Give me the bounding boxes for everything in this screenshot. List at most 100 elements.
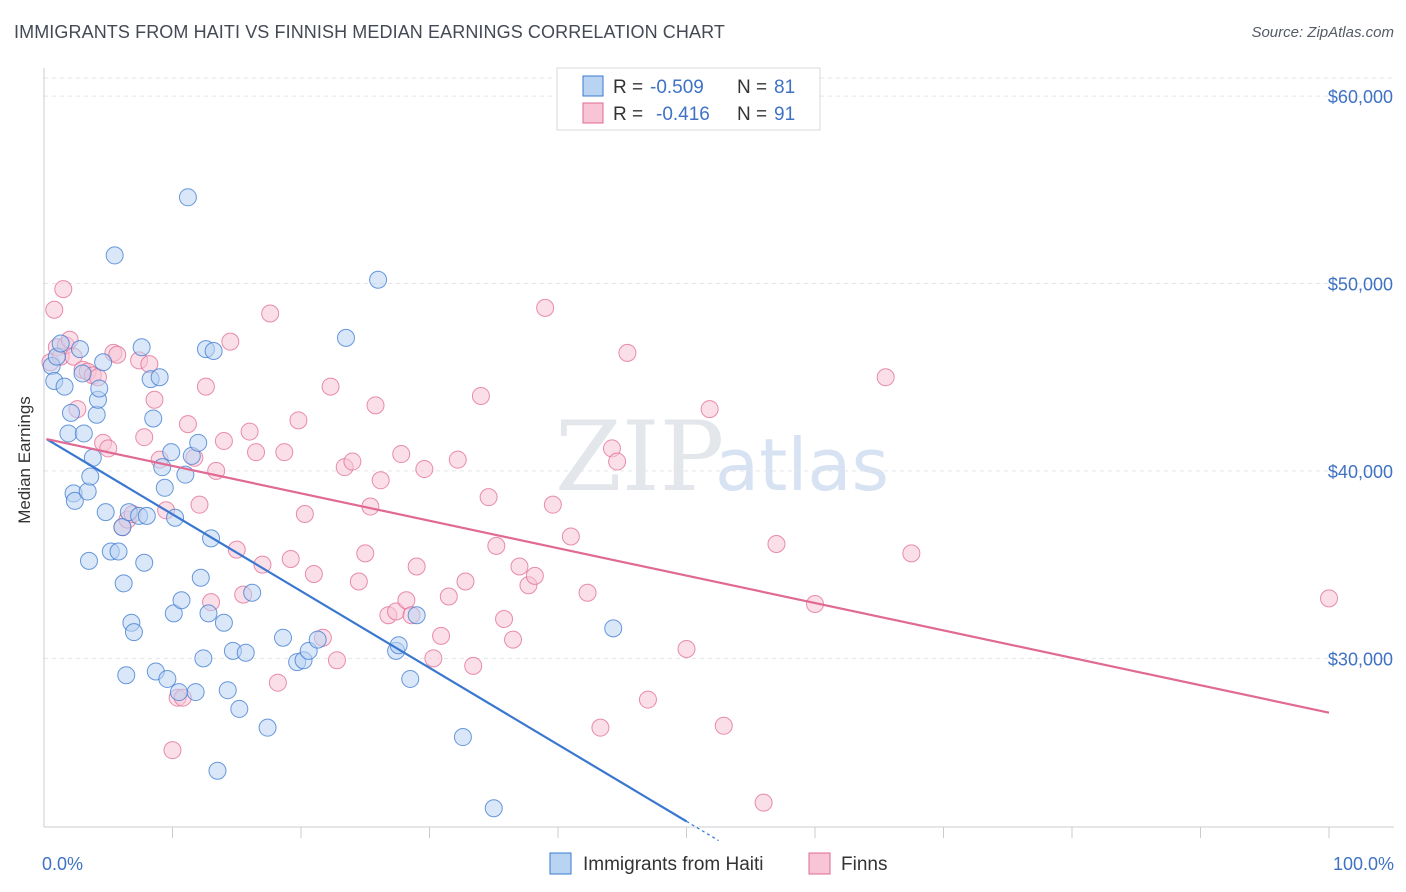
finns-point-96 xyxy=(902,544,921,563)
finns-point-73 xyxy=(479,488,498,507)
haiti-point-65 xyxy=(274,628,293,647)
chart-title: IMMIGRANTS FROM HAITI VS FINNISH MEDIAN … xyxy=(14,22,725,42)
haiti-point-5 xyxy=(59,424,78,443)
finns-point-47 xyxy=(295,505,314,524)
haiti-point-6 xyxy=(61,403,80,422)
watermark-atlas: atlas xyxy=(715,423,889,507)
finns-point-79 xyxy=(525,566,544,585)
haiti-point-74 xyxy=(401,669,420,688)
stats-legend: R = -0.509 N = 81 R = -0.416 N = 91 xyxy=(556,67,821,131)
finns-point-58 xyxy=(371,471,390,490)
x-tick-label-1: 100.0% xyxy=(1333,854,1394,874)
haiti-point-24 xyxy=(113,518,132,537)
haiti-point-59 xyxy=(218,681,237,700)
finns-point-74 xyxy=(487,536,506,555)
finns-point-40 xyxy=(247,443,266,462)
finns-point-84 xyxy=(591,718,610,737)
finns-point-71 xyxy=(464,656,483,675)
haiti-point-10 xyxy=(73,364,92,383)
finns-point-26 xyxy=(163,741,182,760)
finns-point-46 xyxy=(289,411,308,430)
haiti-point-22 xyxy=(105,246,124,265)
finns-point-92 xyxy=(754,793,773,812)
haiti-point-54 xyxy=(199,604,218,623)
legend-r-value-1: -0.509 xyxy=(650,77,704,98)
finns-trend-line xyxy=(46,437,1330,714)
finns-point-77 xyxy=(510,557,529,576)
finns-point-41 xyxy=(253,555,272,574)
finns-point-44 xyxy=(275,443,294,462)
finns-point-36 xyxy=(221,332,240,351)
haiti-point-8 xyxy=(65,491,84,510)
y-tick-labels: $30,000 $40,000 $50,000 $60,000 xyxy=(1328,87,1393,669)
finns-point-97 xyxy=(1320,589,1338,608)
finns-point-72 xyxy=(471,386,490,405)
finns-point-42 xyxy=(261,304,280,323)
finns-point-21 xyxy=(135,428,154,447)
finns-point-91 xyxy=(714,716,733,735)
haiti-point-38 xyxy=(153,458,172,477)
trend-lines xyxy=(46,437,1330,842)
haiti-point-23 xyxy=(109,542,128,561)
finns-point-87 xyxy=(618,343,637,362)
legend-n-value-1: 81 xyxy=(774,77,795,98)
finns-point-48 xyxy=(304,565,323,583)
haiti-points xyxy=(42,188,623,818)
finns-point-93 xyxy=(767,535,786,554)
haiti-point-37 xyxy=(150,368,169,387)
haiti-point-29 xyxy=(124,623,143,642)
haiti-point-3 xyxy=(51,334,70,353)
haiti-point-31 xyxy=(132,338,151,357)
finns-point-61 xyxy=(392,445,411,464)
haiti-point-51 xyxy=(191,568,210,587)
finns-point-76 xyxy=(504,630,523,649)
haiti-point-26 xyxy=(117,666,136,685)
finns-point-54 xyxy=(349,572,368,591)
haiti-point-45 xyxy=(172,591,191,610)
haiti-point-52 xyxy=(194,649,213,668)
watermark-zip: ZIP xyxy=(555,401,724,513)
legend-r-label-1: R = xyxy=(613,77,643,98)
y-tick-label-2: $50,000 xyxy=(1328,275,1393,295)
legend-swatch-blue xyxy=(582,75,604,97)
legend-r-label-2: R = xyxy=(613,104,643,125)
haiti-point-70 xyxy=(336,328,355,347)
finns-point-29 xyxy=(178,415,197,434)
haiti-point-41 xyxy=(162,443,181,462)
haiti-point-61 xyxy=(230,699,249,718)
haiti-point-71 xyxy=(369,270,388,289)
finns-point-23 xyxy=(145,390,164,409)
haiti-point-76 xyxy=(453,728,472,747)
finns-point-35 xyxy=(214,431,233,450)
finns-point-69 xyxy=(448,450,467,469)
finns-point-67 xyxy=(432,626,451,645)
chart-source: Source: ZipAtlas.com xyxy=(1251,24,1394,41)
legend-r-value-2: -0.416 xyxy=(656,104,710,125)
finns-point-70 xyxy=(456,572,475,591)
x-tick-label-0: 0.0% xyxy=(42,854,83,874)
finns-point-86 xyxy=(608,452,627,471)
haiti-point-47 xyxy=(178,188,197,207)
bottom-legend-haiti: Immigrants from Haiti xyxy=(583,854,764,875)
y-tick-label-3: $60,000 xyxy=(1328,87,1393,107)
haiti-point-63 xyxy=(243,583,262,602)
haiti-point-44 xyxy=(169,683,188,702)
legend-n-value-2: 91 xyxy=(774,104,795,125)
haiti-point-18 xyxy=(90,379,109,398)
finns-point-31 xyxy=(190,495,209,514)
haiti-trend-extension xyxy=(686,820,719,842)
y-tick-label-0: $30,000 xyxy=(1328,649,1393,669)
haiti-point-58 xyxy=(214,613,233,632)
y-tick-label-1: $40,000 xyxy=(1328,462,1393,482)
haiti-point-62 xyxy=(236,643,255,662)
finns-point-4 xyxy=(54,280,73,299)
finns-point-88 xyxy=(638,690,657,709)
finns-point-75 xyxy=(495,609,514,628)
haiti-point-77 xyxy=(484,799,503,818)
series-legend: Immigrants from Haiti Finns xyxy=(549,852,887,875)
finns-point-50 xyxy=(321,377,340,396)
finns-point-32 xyxy=(196,377,215,396)
haiti-point-57 xyxy=(208,761,227,780)
haiti-point-64 xyxy=(258,718,277,737)
